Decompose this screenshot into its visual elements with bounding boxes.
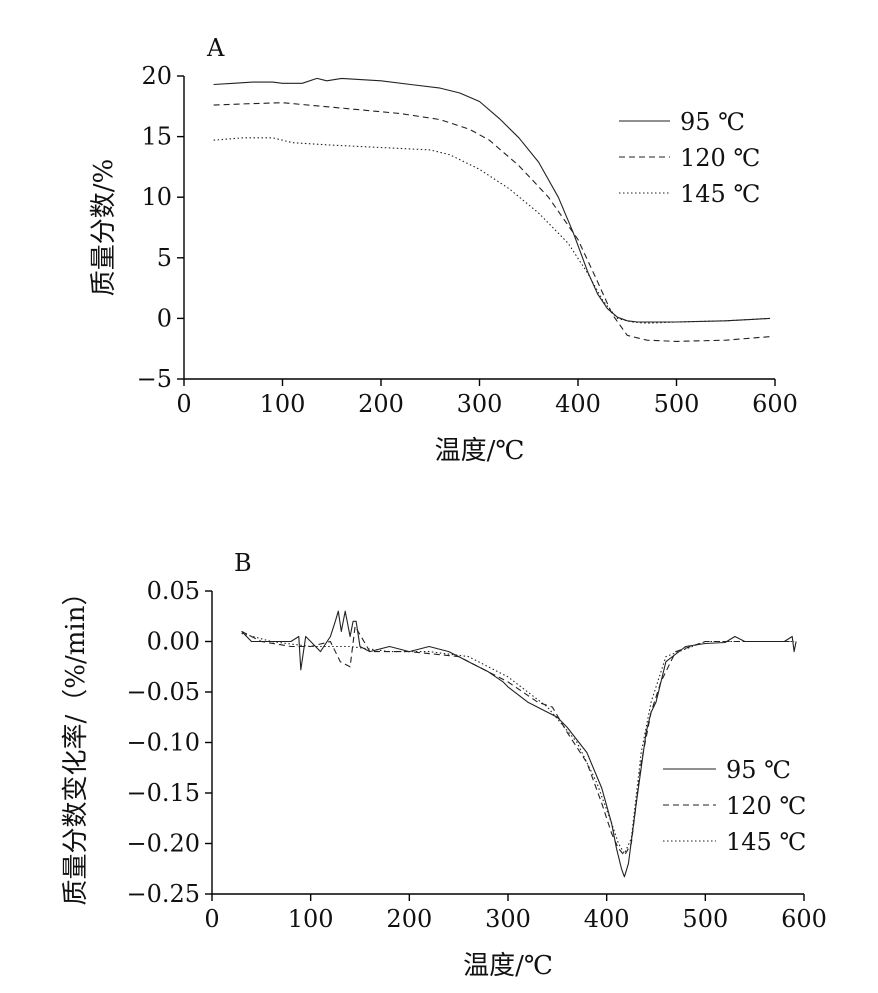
y-tick-label: −0.25 [126, 880, 200, 908]
series-line-2 [213, 102, 771, 342]
x-tick-label: 0 [176, 390, 191, 418]
x-tick-label: 300 [457, 390, 503, 418]
x-tick-label: 600 [752, 390, 798, 418]
panel-label: A [206, 34, 225, 62]
legend: 95 ℃ 120 ℃ 145 ℃ [663, 756, 806, 856]
x-tick-label: 400 [584, 905, 630, 933]
x-tick-label: 400 [555, 390, 601, 418]
legend-label: 95 ℃ [726, 756, 791, 784]
series-line-1 [241, 610, 797, 878]
x-tick-label: 600 [781, 905, 827, 933]
y-tick-label: −5 [137, 365, 172, 393]
x-tick-label: 100 [260, 390, 306, 418]
x-tick-label: 200 [386, 905, 432, 933]
y-tick-label: −0.15 [126, 779, 200, 807]
legend-label: 120 ℃ [680, 144, 760, 172]
legend-label: 120 ℃ [726, 792, 806, 820]
legend-label: 95 ℃ [680, 108, 745, 136]
x-tick-label: 200 [358, 390, 404, 418]
y-axis-title: 质量分数/% [89, 159, 119, 296]
x-axis-title: 温度/℃ [435, 436, 525, 466]
y-tick-label: 5 [157, 244, 172, 272]
y-tick-label: −0.05 [126, 678, 200, 706]
legend-label: 145 ℃ [680, 180, 760, 208]
panel-label: B [234, 549, 252, 577]
legend: 95 ℃ 120 ℃ 145 ℃ [619, 108, 760, 208]
y-tick-label: −0.10 [126, 729, 200, 757]
legend-label: 145 ℃ [726, 828, 806, 856]
series-line-3 [213, 137, 771, 324]
y-tick-label: 0.00 [147, 628, 200, 656]
y-axis-title: 质量分数变化率/（%/min） [61, 580, 91, 906]
y-tick-label: 0.05 [147, 577, 200, 605]
x-axis-title: 温度/℃ [463, 951, 553, 981]
x-tick-label: 0 [204, 905, 219, 933]
x-tick-label: 500 [654, 390, 700, 418]
chart-panel-B: 0 100 200 300 400 500 600 0.05 0.00 −0.05 −0.10 −0.… [61, 549, 827, 981]
y-tick-label: 0 [157, 304, 172, 332]
series-line-3 [241, 632, 795, 855]
series-line-2 [241, 625, 795, 857]
chart-panel-A: 0 100 200 300 400 500 600−505101520温度/℃质量分数/%A… [89, 34, 798, 466]
y-tick-label: 10 [141, 183, 172, 211]
x-tick-label: 100 [288, 905, 334, 933]
y-tick-label: 20 [141, 62, 172, 90]
y-tick-label: 15 [141, 123, 172, 151]
x-tick-label: 300 [485, 905, 531, 933]
series-line-1 [213, 77, 771, 323]
y-tick-label: −0.20 [126, 830, 200, 858]
x-tick-label: 500 [682, 905, 728, 933]
